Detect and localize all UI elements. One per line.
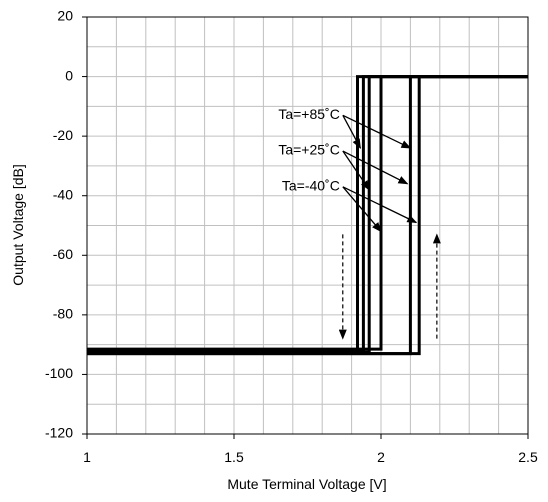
x-tick-label: 2 — [377, 449, 385, 465]
y-tick-label: -60 — [53, 246, 73, 262]
y-tick-label: -80 — [53, 306, 73, 322]
annotation-arrow — [342, 150, 370, 191]
annotation-arrow — [342, 114, 361, 149]
annotations: Ta=+85˚C Ta=+25˚C Ta=-40˚C — [278, 106, 441, 340]
annotation-arrow — [342, 114, 412, 149]
annotation-arrow — [342, 186, 418, 224]
y-tick-label: 20 — [57, 8, 73, 24]
y-tick-label: -100 — [45, 365, 73, 381]
annotation-label: Ta=+85˚C — [278, 106, 339, 122]
x-tick-label: 1 — [83, 449, 91, 465]
x-tick-label: 1.5 — [224, 449, 244, 465]
annotation-arrow — [342, 186, 382, 233]
y-tick-label: -40 — [53, 186, 73, 202]
annotation-arrow — [342, 150, 409, 185]
y-axis-label: Output Voltage [dB] — [10, 164, 26, 285]
grid — [87, 17, 528, 434]
y-tick-label: -20 — [53, 127, 73, 143]
axes: 20 0 -20 -40 -60 -80 -100 -120 1 1.5 2 2.5 — [45, 8, 538, 465]
annotation-label: Ta=+25˚C — [278, 142, 339, 158]
series-line-3 — [87, 75, 528, 353]
annotation-label: Ta=-40˚C — [282, 177, 340, 193]
x-axis-label: Mute Terminal Voltage [V] — [227, 476, 386, 492]
y-tick-label: -120 — [45, 425, 73, 441]
plot-frame — [86, 16, 529, 435]
x-tick-label: 2.5 — [518, 449, 538, 465]
y-tick-label: 0 — [65, 67, 73, 83]
